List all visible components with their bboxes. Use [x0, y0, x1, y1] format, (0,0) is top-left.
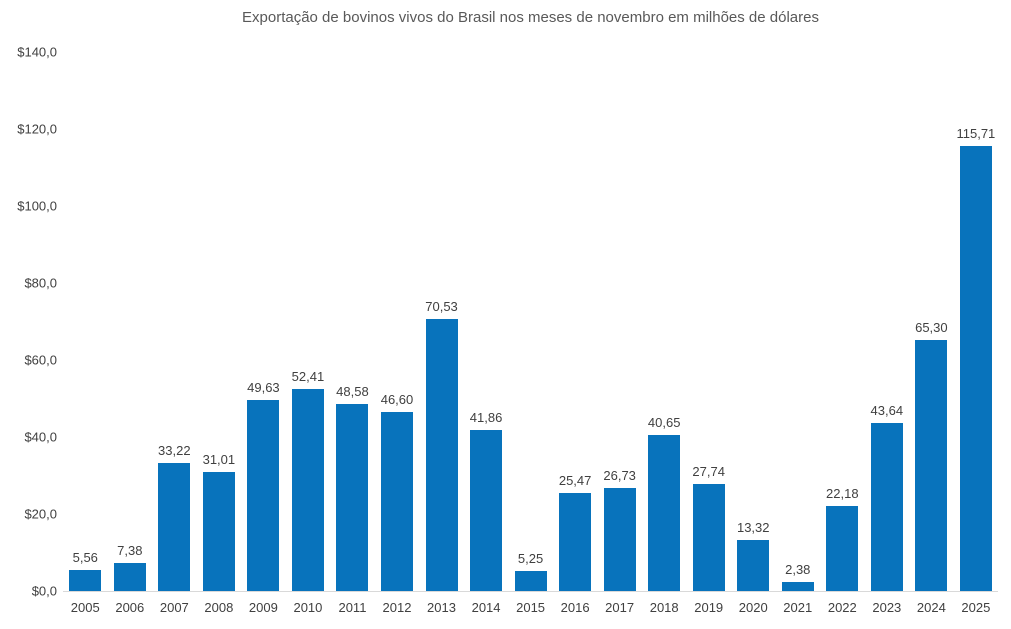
x-axis-tick-label: 2024 — [916, 600, 946, 615]
bar-group-2007: 33,22 2007 — [152, 52, 197, 615]
bar — [870, 423, 903, 591]
bar — [202, 471, 235, 591]
bar — [291, 389, 324, 591]
value-label: 7,38 — [117, 542, 143, 558]
value-label: 43,64 — [870, 403, 904, 418]
bar-group-2010: 52,41 2010 — [286, 52, 331, 615]
y-axis-tick-label: $120,0 — [17, 121, 57, 137]
bar-group-2008: 31,01 2008 — [197, 52, 242, 615]
value-label: 22,18 — [826, 485, 859, 501]
bar — [959, 145, 992, 591]
value-label: 48,58 — [336, 383, 369, 399]
x-axis-tick-label: 2007 — [159, 600, 189, 615]
x-axis-tick-label: 2018 — [649, 600, 679, 615]
bar-group-2018: 40,65 2018 — [642, 52, 687, 616]
value-label: 5,56 — [72, 549, 98, 565]
bar-group-2015: 5,25 2015 — [508, 52, 553, 615]
bar-group-2019: 27,74 2019 — [686, 52, 731, 615]
bar-group-2009: 49,63 2009 — [241, 52, 286, 615]
value-label: 40,65 — [647, 414, 681, 430]
value-label: 65,30 — [915, 319, 948, 335]
bar-group-2025: 115,71 2025 — [954, 52, 999, 615]
value-label: 115,71 — [956, 125, 996, 141]
bar-group-2014: 41,86 2014 — [464, 52, 509, 615]
value-label: 46,60 — [380, 391, 414, 407]
bar-group-2006: 7,38 2006 — [108, 52, 153, 615]
value-label: 41,86 — [469, 409, 503, 425]
value-label: 13,32 — [736, 519, 770, 535]
bar — [692, 484, 725, 591]
value-label: 70,53 — [425, 299, 458, 315]
x-axis-tick-label: 2015 — [516, 600, 546, 615]
bar — [603, 488, 636, 591]
bar — [514, 570, 547, 591]
y-axis-tick-label: $140,0 — [17, 44, 57, 60]
value-label: 27,74 — [692, 464, 725, 480]
bar-group-2024: 65,30 2024 — [909, 52, 954, 615]
bar — [737, 539, 770, 591]
x-axis-tick-label: 2009 — [248, 600, 278, 615]
value-label: 52,41 — [291, 369, 325, 385]
chart-title: Exportação de bovinos vivos do Brasil no… — [242, 9, 819, 26]
value-label: 33,22 — [158, 443, 191, 459]
x-axis-tick-label: 2022 — [827, 600, 857, 615]
x-axis-tick-label: 2023 — [872, 600, 902, 615]
x-axis-tick-label: 2012 — [382, 600, 412, 615]
bar-group-2013: 70,53 2013 — [419, 52, 464, 615]
bar-group-2020: 13,32 2020 — [731, 52, 776, 615]
x-axis-tick-label: 2013 — [427, 600, 456, 615]
x-axis-tick-label: 2006 — [115, 600, 145, 615]
bar-group-2012: 46,60 2012 — [375, 52, 420, 615]
y-axis-tick-label: $100,0 — [17, 198, 57, 214]
x-axis-tick-label: 2025 — [961, 600, 991, 615]
x-axis-tick-label: 2019 — [694, 600, 724, 615]
value-label: 2,38 — [785, 561, 811, 577]
bar-group-2011: 48,58 2011 — [330, 52, 375, 615]
x-axis-tick-label: 2020 — [738, 600, 768, 615]
value-label: 49,63 — [247, 379, 280, 395]
x-axis-tick-label: 2010 — [293, 600, 323, 615]
bar — [336, 403, 369, 591]
bar-group-2005: 5,56 2005 — [63, 52, 108, 615]
bar-group-2017: 26,73 2017 — [597, 52, 642, 615]
value-label: 31,01 — [202, 451, 236, 467]
bar — [559, 492, 592, 591]
bar — [380, 411, 413, 591]
value-label: 25,47 — [558, 472, 592, 488]
value-label: 26,73 — [603, 468, 636, 484]
bar — [113, 562, 146, 591]
bar — [781, 581, 814, 591]
y-axis-tick-label: $80,0 — [24, 275, 57, 291]
bar — [425, 319, 458, 591]
x-axis-tick-label: 2017 — [605, 600, 635, 615]
bar-group-2016: 25,47 2016 — [553, 52, 598, 615]
bar-group-2022: 22,18 2022 — [820, 52, 865, 615]
bar — [69, 569, 102, 591]
bar — [470, 429, 503, 591]
x-axis-tick-label: 2008 — [204, 600, 234, 615]
x-axis-tick-label: 2021 — [783, 600, 813, 615]
bar — [648, 434, 681, 591]
bar — [915, 339, 948, 591]
bar — [247, 399, 280, 591]
x-axis-tick-label: 2016 — [560, 600, 590, 615]
y-axis-tick-label: $0,0 — [31, 583, 57, 599]
plot-area: 5,56 2005 7,38 2006 33,22 2007 31,01 2008 49,63 2… — [63, 52, 999, 616]
bar — [158, 463, 191, 591]
x-axis-tick-label: 2011 — [338, 600, 367, 615]
bar-group-2021: 2,38 2021 — [776, 52, 821, 615]
y-axis-tick-label: $40,0 — [24, 429, 57, 445]
value-label: 5,25 — [517, 550, 544, 566]
bar-group-2023: 43,64 2023 — [865, 52, 910, 615]
bar — [826, 505, 859, 591]
y-axis: $0,0 $20,0 $40,0 $60,0 $80,0 $100,0 $120,0 $140… — [0, 45, 57, 599]
x-axis-tick-label: 2005 — [70, 600, 100, 615]
y-axis-tick-label: $20,0 — [24, 506, 57, 522]
x-axis-tick-label: 2014 — [471, 600, 501, 615]
y-axis-tick-label: $60,0 — [24, 352, 57, 368]
